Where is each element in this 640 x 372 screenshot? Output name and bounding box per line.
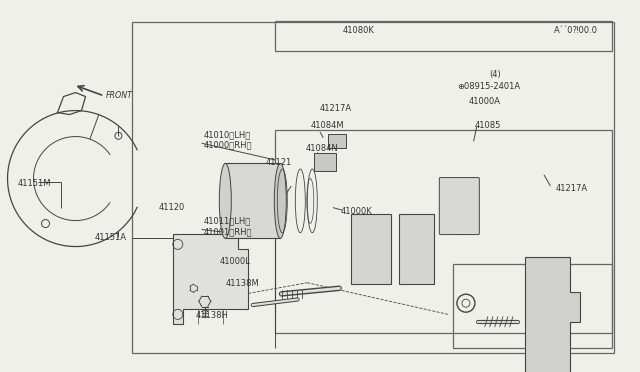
Bar	[275, 130, 612, 333]
Text: 41000L: 41000L	[220, 257, 250, 266]
Text: 41138H: 41138H	[195, 311, 228, 320]
Text: 41085: 41085	[475, 121, 501, 130]
Bar	[328, 134, 346, 148]
Text: 41084M: 41084M	[311, 121, 345, 130]
Text: 41084N: 41084N	[306, 144, 339, 153]
Text: FRONT: FRONT	[106, 92, 132, 100]
Ellipse shape	[275, 163, 286, 238]
Text: 41217A: 41217A	[556, 185, 588, 193]
Text: 41120: 41120	[159, 203, 185, 212]
Text: ⊕08915-2401A: ⊕08915-2401A	[457, 82, 520, 91]
Text: 41000K: 41000K	[341, 207, 373, 216]
Bar	[351, 214, 390, 284]
Bar	[225, 163, 280, 238]
Bar	[453, 264, 612, 348]
Bar	[132, 22, 614, 353]
Text: 41151M: 41151M	[18, 179, 51, 187]
FancyBboxPatch shape	[439, 177, 479, 235]
Ellipse shape	[220, 163, 231, 238]
Text: 41121: 41121	[266, 158, 292, 167]
Bar	[314, 153, 335, 170]
Text: A´´0⁈00.0: A´´0⁈00.0	[554, 26, 598, 35]
Text: 41080K: 41080K	[342, 26, 374, 35]
Polygon shape	[173, 234, 248, 324]
Text: 41151A: 41151A	[95, 233, 127, 242]
Text: (4): (4)	[490, 70, 501, 79]
Text: 41011〈LH〉: 41011〈LH〉	[204, 217, 251, 226]
Text: 41001〈RH〉: 41001〈RH〉	[204, 227, 252, 236]
Text: 41217A: 41217A	[320, 104, 352, 113]
Text: 41000A: 41000A	[468, 97, 500, 106]
Polygon shape	[525, 257, 580, 372]
Text: 41138M: 41138M	[226, 279, 260, 288]
Text: 41010〈LH〉: 41010〈LH〉	[204, 130, 251, 139]
Bar	[275, 21, 612, 51]
Text: 41000〈RH〉: 41000〈RH〉	[204, 141, 252, 150]
Bar	[399, 214, 434, 284]
